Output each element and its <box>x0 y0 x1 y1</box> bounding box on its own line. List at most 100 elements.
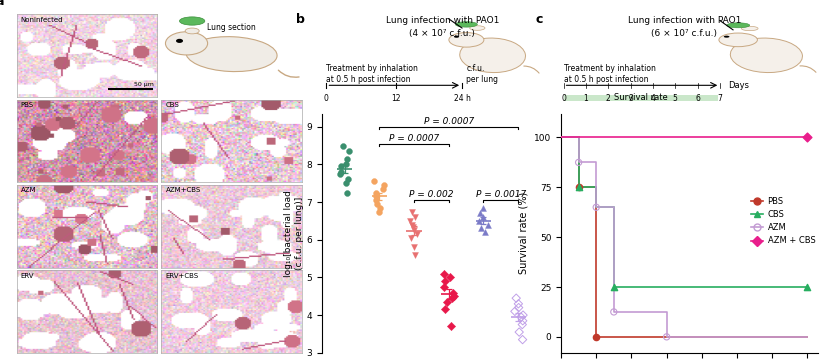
Point <box>406 222 419 228</box>
Ellipse shape <box>470 26 485 30</box>
Text: 0: 0 <box>324 94 329 103</box>
Point <box>369 194 382 199</box>
Circle shape <box>454 36 459 38</box>
Point <box>376 186 389 192</box>
Point <box>342 177 355 183</box>
Point <box>377 182 391 188</box>
Circle shape <box>724 36 729 38</box>
Point <box>404 235 417 241</box>
Text: a: a <box>0 0 4 8</box>
Point <box>438 284 451 290</box>
Point <box>590 334 603 340</box>
Point <box>516 312 529 318</box>
Text: 7: 7 <box>718 94 723 103</box>
Point <box>339 162 352 167</box>
Point <box>447 293 460 299</box>
Point <box>444 324 458 329</box>
Text: ERV+CBS: ERV+CBS <box>165 273 198 279</box>
Text: P = 0.0007: P = 0.0007 <box>424 117 474 126</box>
Text: 50 μm: 50 μm <box>135 82 154 87</box>
Ellipse shape <box>460 38 525 73</box>
Point <box>801 135 814 140</box>
Ellipse shape <box>179 17 205 25</box>
Point <box>439 278 452 284</box>
Point <box>508 309 521 314</box>
Point <box>409 214 422 220</box>
Text: Treatment by inhalation
at 0.5 h post infection: Treatment by inhalation at 0.5 h post in… <box>563 64 656 84</box>
Text: Lung section: Lung section <box>207 23 256 32</box>
FancyArrowPatch shape <box>524 66 539 73</box>
Ellipse shape <box>449 33 484 47</box>
Point <box>477 214 490 220</box>
Text: AZM+CBS: AZM+CBS <box>165 187 201 193</box>
Point <box>474 226 487 231</box>
Text: Treatment by inhalation
at 0.5 h post infection: Treatment by inhalation at 0.5 h post in… <box>326 64 418 84</box>
Point <box>372 209 385 215</box>
Point <box>512 301 525 307</box>
FancyBboxPatch shape <box>563 95 718 101</box>
Point <box>404 218 417 224</box>
Point <box>334 171 347 177</box>
Point <box>444 275 457 280</box>
Text: 3: 3 <box>628 94 633 103</box>
Point <box>481 222 494 228</box>
Point <box>340 190 354 195</box>
Point <box>438 307 451 312</box>
Point <box>406 224 420 229</box>
Point <box>590 204 603 210</box>
Text: 1: 1 <box>583 94 588 103</box>
Point <box>340 156 354 162</box>
Text: ERV: ERV <box>21 273 34 279</box>
Point <box>477 205 490 211</box>
Text: P = 0.002: P = 0.002 <box>409 190 453 199</box>
Point <box>572 159 586 165</box>
Text: 6: 6 <box>695 94 700 103</box>
Text: c: c <box>535 13 543 26</box>
Point <box>339 180 352 186</box>
Point <box>516 337 529 342</box>
Point <box>513 329 526 335</box>
Ellipse shape <box>185 28 199 34</box>
Point <box>368 179 381 184</box>
Ellipse shape <box>727 23 750 28</box>
Point <box>473 211 487 216</box>
Text: 12: 12 <box>392 94 401 103</box>
Text: PBS: PBS <box>21 102 34 108</box>
Y-axis label: Survival rate (%): Survival rate (%) <box>519 192 529 274</box>
Y-axis label: log₁₀[bacterial load
(c.f.u. per lung)]: log₁₀[bacterial load (c.f.u. per lung)] <box>284 190 304 276</box>
Point <box>516 318 529 324</box>
Point <box>440 299 453 305</box>
Ellipse shape <box>730 38 802 73</box>
Point <box>371 201 384 207</box>
Point <box>510 295 523 301</box>
Text: Survival rate: Survival rate <box>614 93 667 102</box>
Point <box>515 314 528 320</box>
Text: Lung infection with PAO1: Lung infection with PAO1 <box>628 16 741 25</box>
Text: 4: 4 <box>651 94 655 103</box>
Point <box>411 231 424 237</box>
Text: 5: 5 <box>673 94 677 103</box>
Point <box>572 184 586 190</box>
Text: (6 × 10⁷ c.f.u.): (6 × 10⁷ c.f.u.) <box>651 29 717 38</box>
Text: c.f.u.
per lung: c.f.u. per lung <box>467 64 498 84</box>
Ellipse shape <box>186 37 277 72</box>
Ellipse shape <box>455 22 477 27</box>
Point <box>478 229 491 235</box>
Text: Noninfected: Noninfected <box>21 17 64 23</box>
Point <box>445 295 458 301</box>
Point <box>607 284 620 290</box>
Text: CBS: CBS <box>165 102 179 108</box>
Text: b: b <box>296 13 305 26</box>
Point <box>407 228 420 233</box>
Point <box>373 205 387 211</box>
FancyArrowPatch shape <box>278 70 299 77</box>
Text: P = 0.0017: P = 0.0017 <box>476 190 526 199</box>
Point <box>512 305 525 310</box>
Ellipse shape <box>165 32 207 55</box>
Legend: PBS, CBS, AZM, AZM + CBS: PBS, CBS, AZM, AZM + CBS <box>748 194 819 249</box>
Point <box>472 218 485 224</box>
Point <box>801 284 814 290</box>
Point <box>370 190 383 195</box>
Point <box>406 209 419 215</box>
Point <box>335 163 348 169</box>
